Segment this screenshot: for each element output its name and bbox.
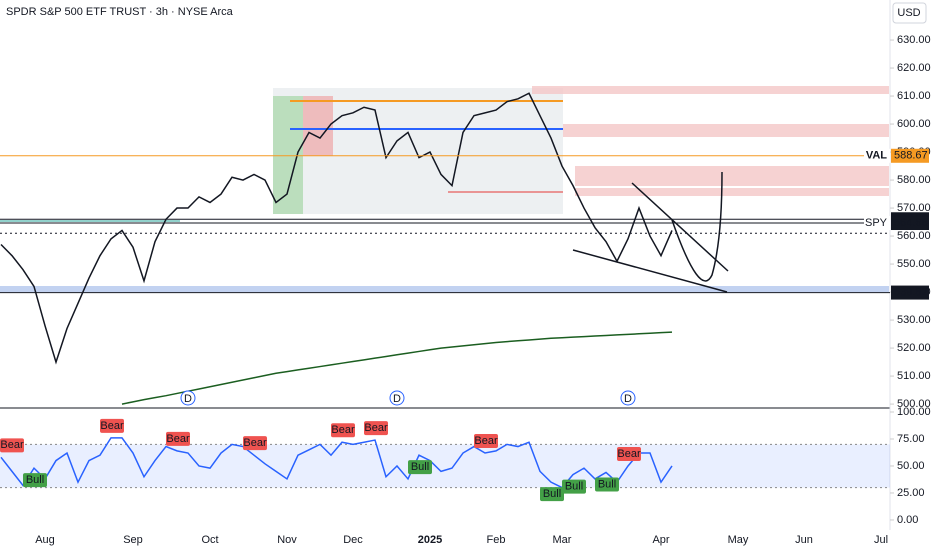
line xyxy=(0,92,673,365)
x-tick-label: May xyxy=(728,534,749,546)
x-tick-label: Mar xyxy=(553,534,572,546)
currency[interactable]: USD xyxy=(897,7,920,19)
x-tick-label: Aug xyxy=(35,534,55,546)
y-tick-label: 520.00 xyxy=(897,342,931,354)
price-tag-label: 588.67 xyxy=(894,150,928,162)
x-tick-label: Nov xyxy=(277,534,297,546)
divergence-label: Bear xyxy=(364,422,388,434)
divergence-tag xyxy=(617,446,641,461)
supply-zone xyxy=(575,188,889,196)
supply-zone xyxy=(575,166,889,186)
y-tick-label: 600.00 xyxy=(897,118,931,130)
level-name-box xyxy=(864,148,890,163)
y-tick-label: 580.00 xyxy=(897,174,931,186)
currency-box[interactable] xyxy=(892,2,927,24)
divergence-label: Bear xyxy=(166,433,190,445)
x-tick-label: Jul xyxy=(874,534,888,546)
divergence-label: Bear xyxy=(0,439,24,451)
divergence-label: Bear xyxy=(243,437,267,449)
x-tick-label: Apr xyxy=(652,534,669,546)
divergence-label: Bear xyxy=(100,420,124,432)
trend-line xyxy=(631,182,729,272)
price-tag xyxy=(891,148,929,163)
price-tag xyxy=(891,285,929,300)
rsi-tick-label: 25.00 xyxy=(897,487,925,499)
rsi-tick-label: 50.00 xyxy=(897,460,925,472)
level-name-box xyxy=(864,216,890,231)
price-tag xyxy=(891,216,929,231)
dividend-label: D xyxy=(624,393,632,405)
divergence-tag xyxy=(166,431,190,446)
volume-profile xyxy=(303,96,333,156)
price-tag-label: 539.82 xyxy=(894,286,928,298)
x-tick-label: 2025 xyxy=(418,534,442,546)
divergence-tag xyxy=(562,479,586,494)
divergence-label: Bear xyxy=(474,435,498,447)
rsi-tick-label: 100.00 xyxy=(897,406,931,418)
trend-line xyxy=(572,249,728,293)
y-tick-label: 500.00 xyxy=(897,398,931,410)
demand-zone xyxy=(0,286,889,292)
divergence-tag xyxy=(474,434,498,449)
x-tick-label: Dec xyxy=(343,534,363,546)
divergence-label: Bull xyxy=(411,461,429,473)
divergence-label: Bear xyxy=(331,424,355,436)
price-tag-label: 564.66 xyxy=(894,217,928,229)
divergence-tag xyxy=(23,473,47,488)
divergence-tag xyxy=(0,438,24,453)
divergence-label: Bull xyxy=(598,478,616,490)
dividend-label: D xyxy=(184,393,192,405)
rsi-band xyxy=(0,444,890,488)
y-tick-label: 530.00 xyxy=(897,314,931,326)
x-tick-label: Oct xyxy=(201,534,218,546)
x-tick-label: Jun xyxy=(795,534,813,546)
divergence-tag xyxy=(540,487,564,502)
y-tick-label: 560.00 xyxy=(897,230,931,242)
volume-profile xyxy=(273,96,303,214)
divergence-tag xyxy=(364,421,388,436)
chart-title: SPDR S&P 500 ETF TRUST · 3h · NYSE Arca xyxy=(6,6,234,18)
rsi-tick-label: 75.00 xyxy=(897,433,925,445)
y-tick-label: 630.00 xyxy=(897,34,931,46)
divergence-tag xyxy=(595,477,619,492)
y-tick-label: 510.00 xyxy=(897,370,931,382)
level-name: VAL xyxy=(866,150,887,162)
divergence-tag xyxy=(331,423,355,438)
divergence-label: Bull xyxy=(565,481,583,493)
divergence-label: Bear xyxy=(617,448,641,460)
divergence-label: Bull xyxy=(26,474,44,486)
y-tick-label: 620.00 xyxy=(897,62,931,74)
rsi-tick-label: 0.00 xyxy=(897,514,918,526)
y-tick-label: 570.00 xyxy=(897,202,931,214)
x-tick-label: Sep xyxy=(123,534,143,546)
projection xyxy=(671,171,723,282)
line xyxy=(121,331,673,405)
dividend-marker xyxy=(180,390,196,406)
divergence-tag xyxy=(408,460,432,475)
supply-zone xyxy=(532,86,889,94)
dividend-label: D xyxy=(393,393,401,405)
level-name: SPY xyxy=(865,217,888,229)
divergence-tag xyxy=(100,418,124,433)
supply-zone xyxy=(563,124,889,137)
dividend-marker xyxy=(620,390,636,406)
y-tick-label: 550.00 xyxy=(897,258,931,270)
divergence-tag xyxy=(243,436,267,451)
y-tick-label: 610.00 xyxy=(897,90,931,102)
dividend-marker xyxy=(389,390,405,406)
divergence-label: Bull xyxy=(543,488,561,500)
x-tick-label: Feb xyxy=(487,534,506,546)
line xyxy=(0,437,673,489)
